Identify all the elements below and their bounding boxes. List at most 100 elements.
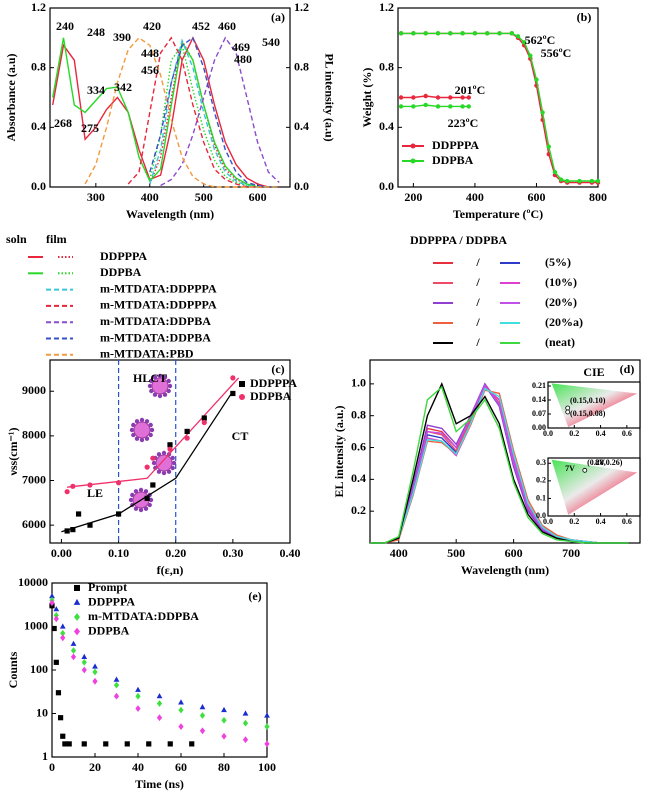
data-line (160, 36, 280, 187)
data-point (81, 741, 87, 747)
panel-title: (b) (577, 10, 592, 24)
x-tick-label: 0.0 (543, 517, 553, 526)
x-tick-label: 400 (466, 190, 484, 204)
x-tick-label: 0.30 (222, 546, 243, 560)
x-tick-label: 400 (141, 190, 159, 204)
line-marker (448, 95, 453, 100)
annotation: HLCT (133, 371, 167, 385)
legend-label: (5%) (545, 255, 571, 269)
y2-tick-label: 0.0 (294, 179, 309, 193)
molecule-spike (148, 432, 153, 438)
x-tick-label: 0.4 (596, 429, 606, 438)
line-marker (577, 178, 582, 184)
y-tick-label: 0.0 (379, 179, 394, 193)
y-tick-label: 7000 (22, 472, 46, 486)
y-tick-label: 0.8 (351, 407, 366, 421)
data-point (184, 435, 190, 441)
legend-label: Prompt (88, 580, 127, 594)
y2-tick-label: 1.2 (294, 0, 309, 14)
data-point (178, 706, 184, 714)
molecule-spike (157, 393, 163, 399)
cie-point (565, 409, 571, 415)
data-point (60, 733, 66, 739)
molecule-spike (131, 422, 136, 428)
molecule-spike (157, 373, 163, 379)
data-point (53, 612, 59, 619)
cie-point-label: (0.15,0.08) (570, 409, 606, 418)
y-tick-label: 0.0 (31, 179, 46, 193)
y-tick-label: 1.2 (31, 0, 46, 14)
panel-title: CIE (583, 365, 604, 379)
legend-marker (239, 381, 245, 387)
molecule-icon (155, 454, 173, 472)
y-tick-label: 10 (36, 705, 48, 719)
data-point (53, 659, 59, 665)
molecule-spike (139, 437, 145, 443)
molecule-spike (149, 427, 155, 433)
line-marker (509, 31, 515, 36)
x-tick-label: 600 (505, 546, 523, 560)
legend-label: m-MTDATA:DDPPPA (100, 281, 217, 295)
data-point (201, 415, 207, 421)
y2-tick-label: 0.8 (294, 59, 309, 73)
annotation: 562ºC (525, 33, 556, 47)
legend-separator: / (475, 255, 480, 269)
legend-label: DDPBA (100, 265, 142, 279)
molecule-spike (170, 455, 175, 461)
legend-title: DDPPPA / DDPBA (410, 233, 507, 247)
line-marker (589, 178, 595, 184)
data-point (135, 705, 141, 712)
molecule-spike (166, 388, 171, 394)
line-marker (546, 144, 551, 149)
x-tick-label: 0.2 (569, 429, 579, 438)
line-marker (552, 169, 558, 175)
x-tick-label: 0.00 (51, 546, 72, 560)
data-point (156, 693, 163, 699)
molecule-spike (144, 436, 150, 441)
x-tick-label: 0.6 (622, 517, 632, 526)
y-axis-label: νss(cm⁻¹) (6, 428, 20, 477)
y-tick-label: 0.8 (379, 59, 394, 73)
x-tick-label: 500 (447, 546, 465, 560)
annotation: 240 (56, 19, 74, 33)
data-point (103, 741, 109, 747)
legend-marker (74, 585, 80, 591)
data-point (156, 714, 163, 722)
data-line (52, 36, 280, 188)
data-point (221, 706, 227, 713)
data-point (87, 522, 93, 528)
y-tick-label: 0.3 (536, 458, 546, 467)
data-point (58, 715, 64, 721)
data-point (221, 732, 227, 740)
data-point (150, 482, 156, 488)
molecule-spike (128, 497, 134, 503)
y-tick-label: 0.8 (31, 59, 46, 73)
x-tick-label: 60 (175, 760, 187, 774)
data-point (66, 741, 72, 747)
data-point (199, 727, 206, 735)
legend-marker (410, 143, 416, 149)
molecule-spike (147, 502, 152, 508)
data-point (92, 668, 98, 676)
line-marker (466, 95, 471, 100)
annotation: 469 (232, 40, 250, 54)
line-marker (558, 177, 564, 182)
legend-label: DDPPPA (100, 249, 147, 263)
legend-separator: / (475, 295, 480, 309)
line-marker (534, 77, 539, 82)
y-axis-label: EL intensity (a.u.) (332, 405, 346, 497)
line-marker (448, 31, 453, 36)
data-point (124, 741, 130, 747)
data-point (75, 511, 82, 517)
line-marker (485, 31, 490, 36)
molecule-spike (138, 487, 144, 493)
molecule-spike (129, 427, 135, 433)
line-marker (460, 95, 465, 100)
molecule-spike (167, 383, 173, 389)
line-marker (528, 53, 533, 58)
molecule-icon (133, 421, 151, 439)
legend-label: m-MTDATA:DDPPPA (100, 298, 217, 312)
annotation: 8V (595, 458, 605, 467)
molecule-spike (131, 432, 136, 438)
